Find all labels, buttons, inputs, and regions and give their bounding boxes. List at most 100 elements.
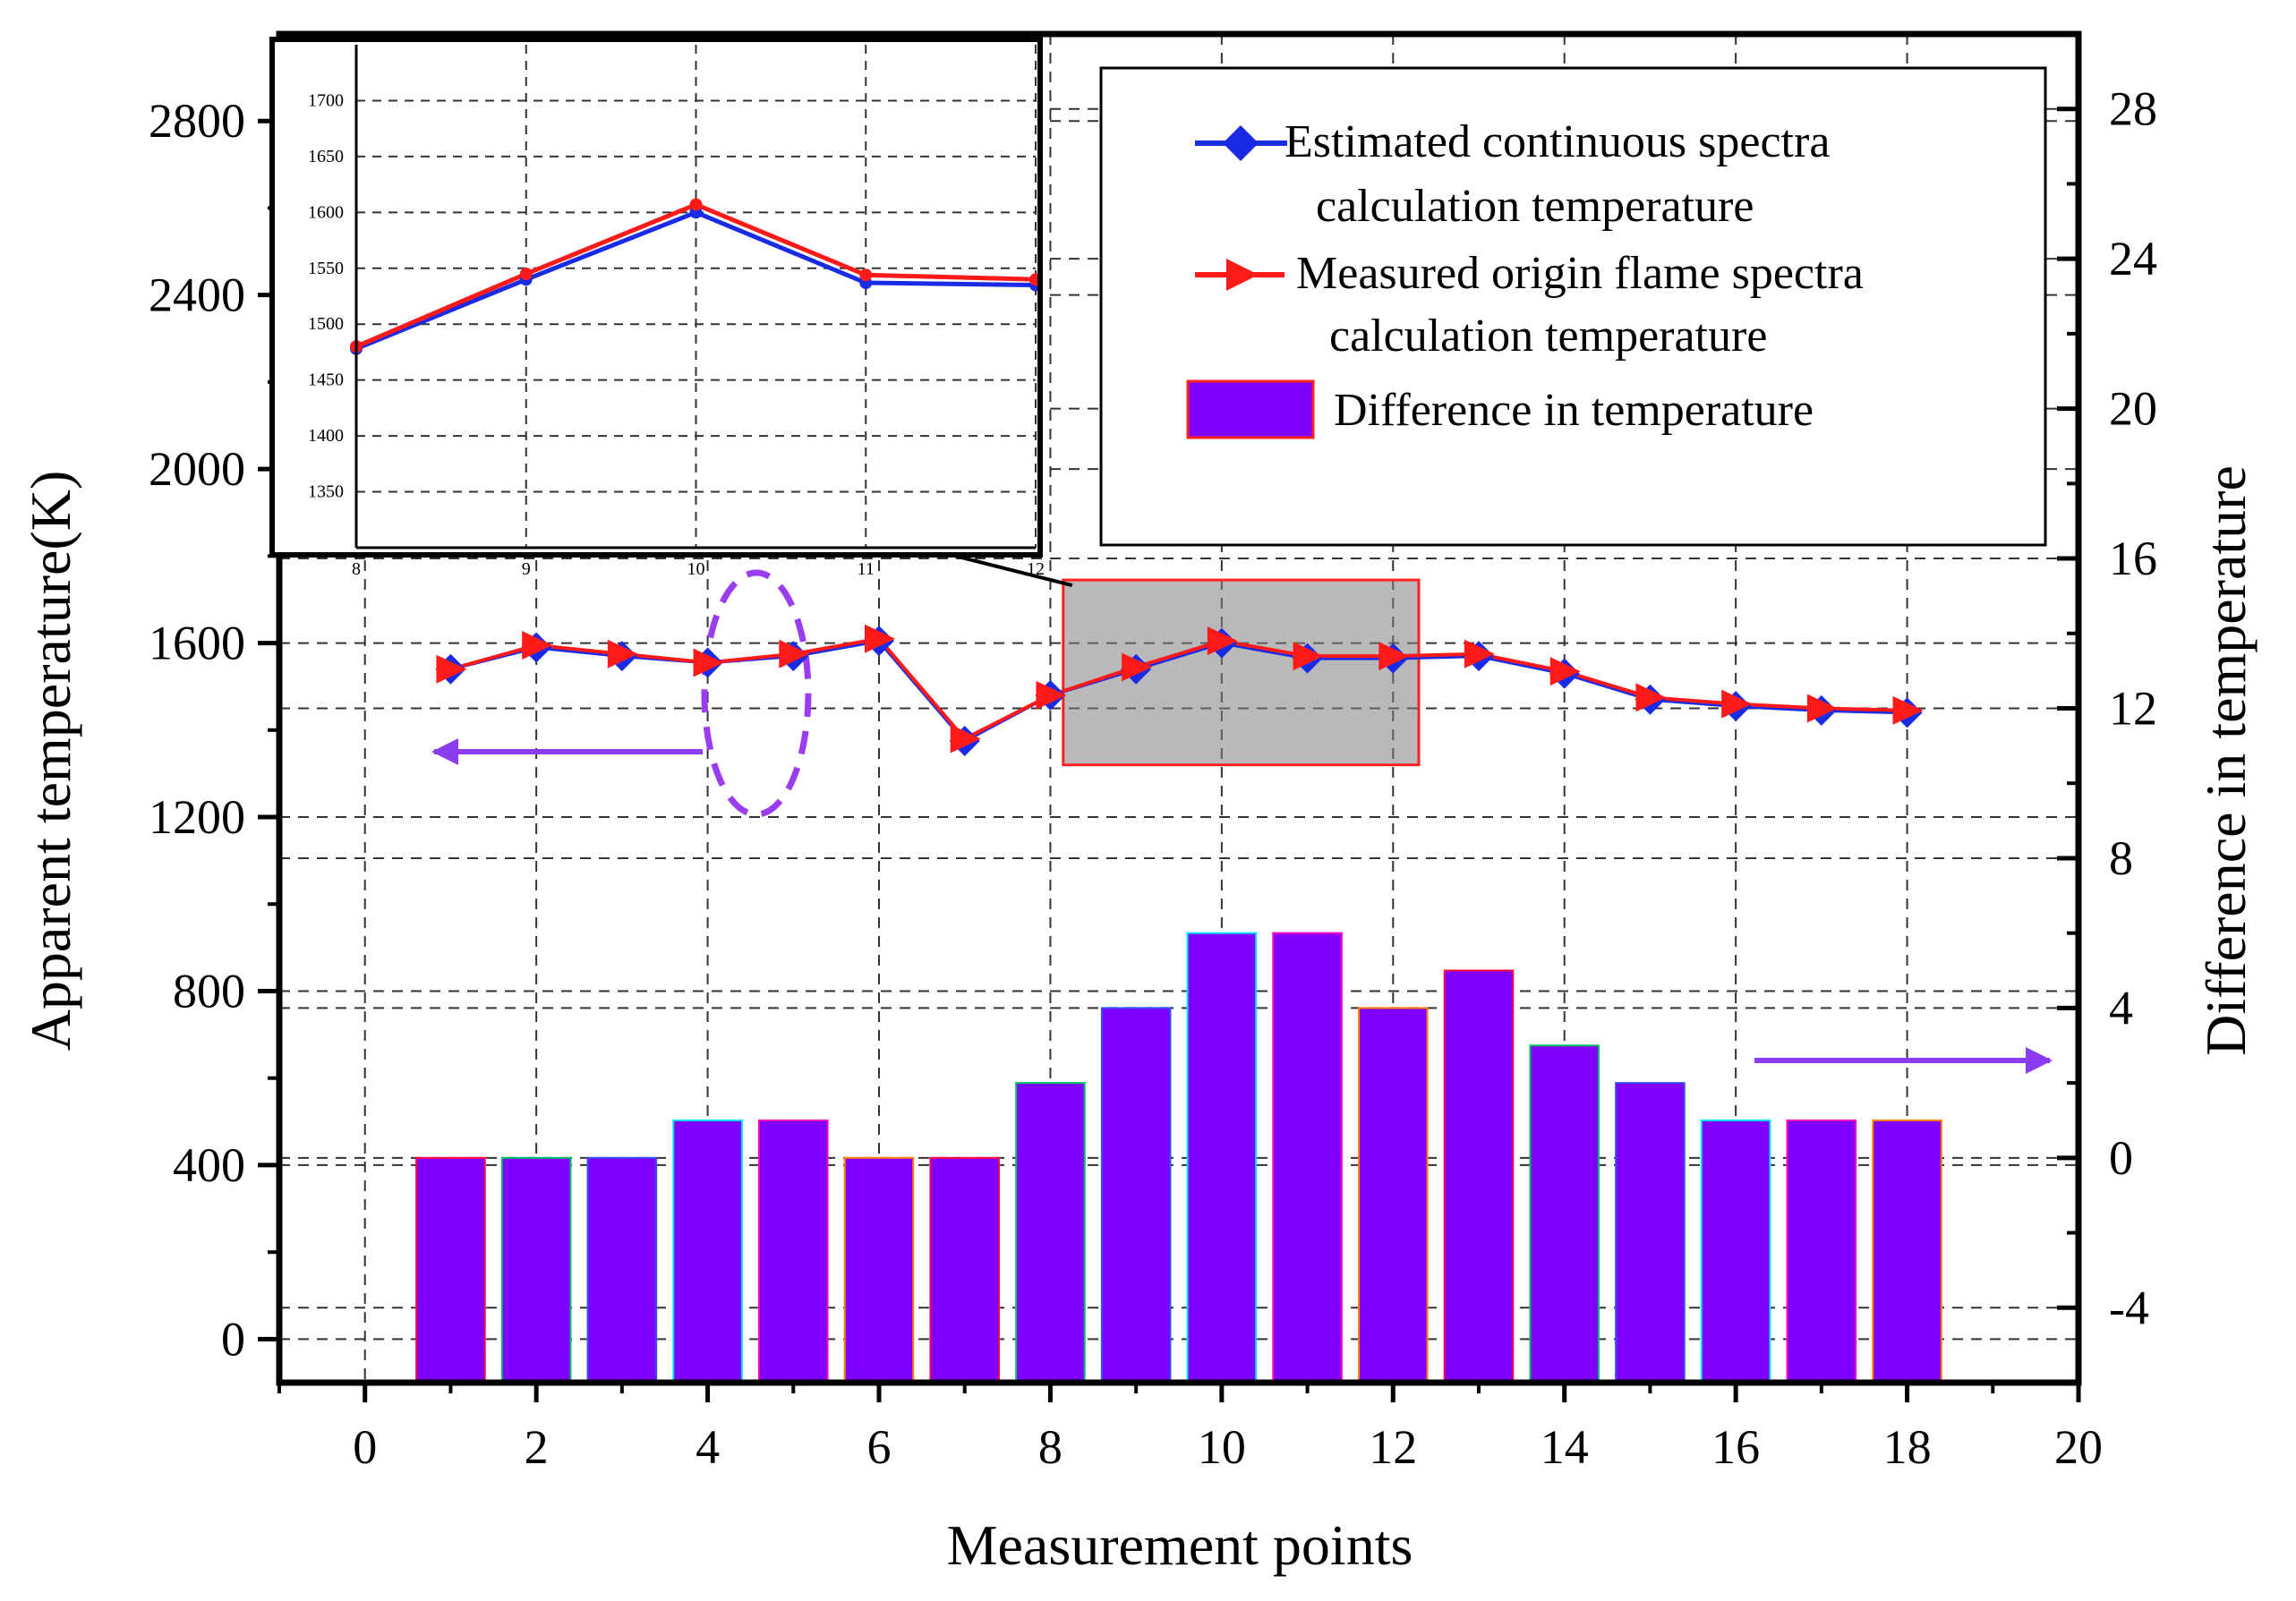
legend-marker-estimated [1223,125,1259,161]
data-point [1549,657,1581,686]
x-tick-label: 20 [2054,1420,2103,1474]
y-right-tick-label: 12 [2109,682,2157,736]
data-point [1036,680,1067,710]
legend: Estimated continuous spectra calculation … [1099,66,2047,547]
bar [1700,1119,1771,1384]
inset-x-tick-label: 11 [858,559,875,579]
inset-y-tick-label: 1600 [308,202,344,222]
inset-x-tick-label: 9 [522,559,531,579]
bar [1015,1082,1086,1384]
data-point [1207,626,1238,656]
x-tick-label: 14 [1541,1420,1589,1474]
inset-y-tick-label: 1450 [308,370,344,390]
inset-x-tick-label: 10 [687,559,705,579]
data-point [1122,652,1153,682]
x-tick-label: 2 [525,1420,549,1474]
bar [1443,969,1515,1384]
legend-label-difference: Difference in temperature [1334,385,1814,436]
data-point [1892,695,1924,725]
x-tick-label: 8 [1038,1420,1063,1474]
inset-data-point [519,268,533,281]
data-point [1721,689,1753,719]
y-right-tick-label: -4 [2109,1281,2149,1334]
bar [500,1156,572,1384]
x-tick-label: 16 [1711,1420,1760,1474]
inset-y-tick-label: 1700 [308,90,344,110]
bar [1786,1119,1857,1384]
data-point [522,631,553,660]
legend-marker-measured [1226,259,1259,291]
data-point [865,624,895,653]
y-axis-title-right: Difference in temperature [2194,465,2258,1056]
y-left-tick-label: 1600 [149,617,245,670]
inset-chart: 8 9 10 11 12 1350 1400 1450 1500 1550 1600 1650 1700 [269,37,1045,579]
x-tick-label: 4 [696,1420,720,1474]
y-right-tick-label: 4 [2109,981,2133,1035]
bar [1358,1007,1429,1384]
x-tick-label: 10 [1198,1420,1246,1474]
legend-label-measured-line2: calculation temperature [1329,311,1767,362]
data-point [1806,694,1838,723]
y-right-tick-label: 20 [2109,382,2157,436]
axes [258,30,2082,1402]
bar [672,1119,743,1384]
bar [929,1156,1001,1384]
bar [415,1156,486,1384]
data-point [779,639,810,669]
bar [1272,932,1343,1384]
bar [758,1119,829,1384]
y-left-tick-label: 400 [173,1138,245,1192]
data-point [1464,639,1495,669]
line-series [435,624,1924,756]
y-left-tick-label: 2800 [149,94,245,148]
y-left-tick-label: 2400 [149,268,245,322]
data-point [1378,642,1410,671]
bar-series [415,932,1942,1384]
bar [1872,1119,1942,1384]
bar [1529,1044,1600,1384]
data-point [950,724,981,754]
inset-data-point [859,268,873,282]
y-left-tick-label: 800 [173,964,245,1018]
y-right-tick-label: 16 [2109,532,2157,585]
inset-y-tick-label: 1350 [308,482,344,502]
x-tick-label: 0 [353,1420,377,1474]
data-point [1635,683,1667,712]
legend-box [1099,66,2047,547]
inset-x-tick-label: 12 [1027,559,1045,579]
bar [1615,1082,1686,1384]
inset-y-tick-label: 1650 [308,147,344,166]
highlight-ellipse [701,569,812,818]
data-point [436,654,467,684]
annotations [431,532,2053,1074]
inset-background [272,39,1040,555]
y-right-tick-label: 28 [2109,82,2157,136]
inset-y-tick-label: 1550 [308,259,344,278]
inset-frame [269,37,1043,558]
y-axis-title-left: Apparent temperature(K) [19,471,82,1052]
x-tick-label: 18 [1883,1420,1932,1474]
inset-data-point [689,198,703,211]
x-tick-label: 12 [1369,1420,1417,1474]
y-left-tick-label: 2000 [149,442,245,496]
x-axis-title: Measurement points [947,1513,1413,1577]
legend-label-estimated-line2: calculation temperature [1316,181,1754,232]
y-left-tick-label: 0 [221,1312,245,1366]
tick-labels: 0 2 4 6 8 10 12 14 16 18 2004008001200160020002400… [149,82,2157,1474]
legend-label-estimated-line1: Estimated continuous spectra [1285,116,1830,167]
bar [1100,1007,1172,1384]
data-point [1293,642,1324,671]
bar [586,1156,658,1384]
legend-label-measured-line1: Measured origin flame spectra [1296,248,1864,299]
data-point [693,648,724,677]
y-right-tick-label: 8 [2109,831,2133,885]
y-right-tick-label: 0 [2109,1131,2133,1185]
y-right-tick-label: 24 [2109,232,2157,285]
inset-x-tick-label: 8 [352,559,361,579]
x-tick-label: 6 [867,1420,892,1474]
inset-y-tick-label: 1500 [308,314,344,334]
data-point [607,639,638,669]
inset-y-tick-label: 1400 [308,426,344,446]
y-left-tick-label: 1200 [149,790,245,844]
